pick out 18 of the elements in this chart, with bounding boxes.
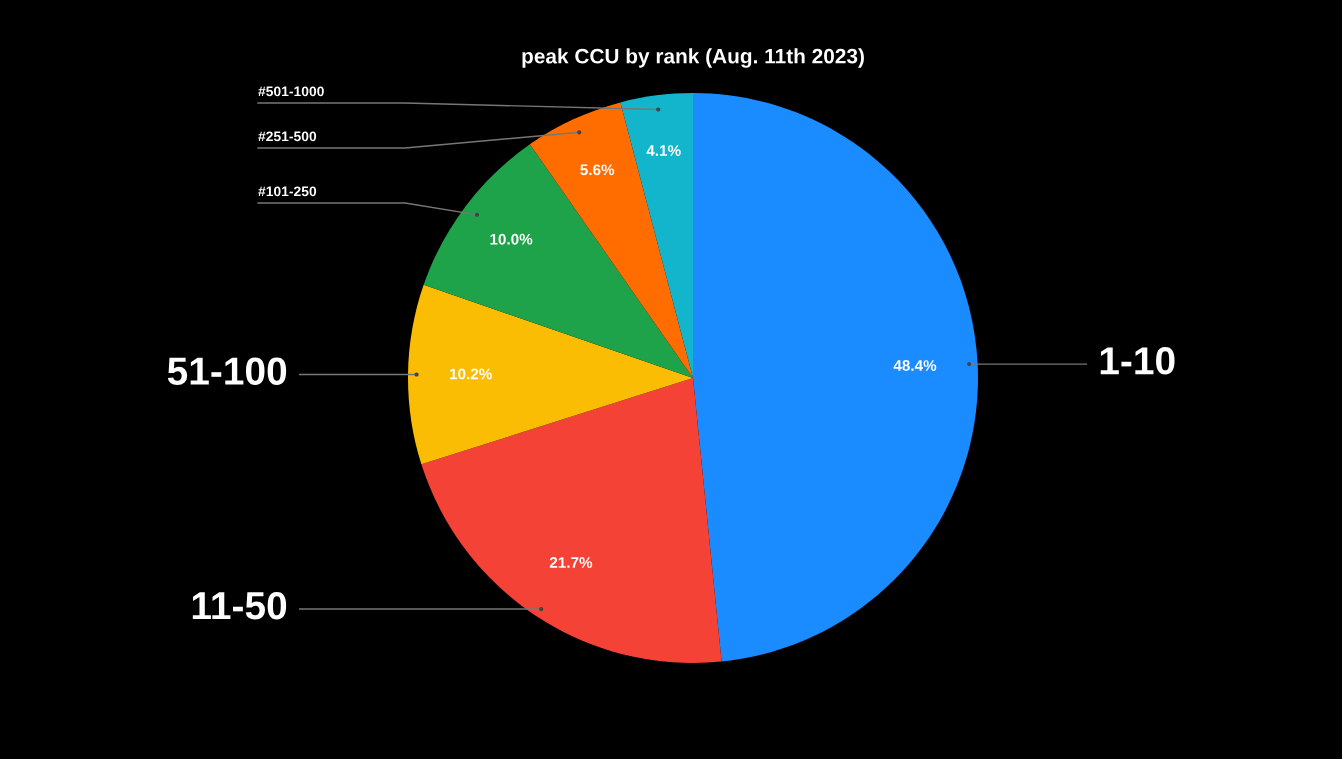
data-label: 48.4% xyxy=(893,360,937,371)
data-label: 5.6% xyxy=(580,164,615,176)
pie-slice xyxy=(408,284,693,465)
data-label: 10.2% xyxy=(450,368,492,380)
slice-label: 1-10 xyxy=(1100,347,1175,375)
data-label: 10.0% xyxy=(490,233,533,245)
pie-slice xyxy=(423,144,693,378)
data-label: 21.7% xyxy=(549,557,593,568)
slice-label: 51-100 xyxy=(167,357,287,385)
slice-label: #101-250 xyxy=(258,186,317,197)
slice-label: 11-50 xyxy=(192,591,287,620)
slice-label: #251-500 xyxy=(258,131,317,142)
slice-label: #501-1000 xyxy=(258,86,324,97)
data-label: 4.1% xyxy=(646,145,681,156)
pie-slice xyxy=(620,93,693,378)
pie-slice xyxy=(421,378,722,663)
pie-slice xyxy=(693,93,978,662)
chart-title: peak CCU by rank (Aug. 11th 2023) xyxy=(522,48,864,68)
